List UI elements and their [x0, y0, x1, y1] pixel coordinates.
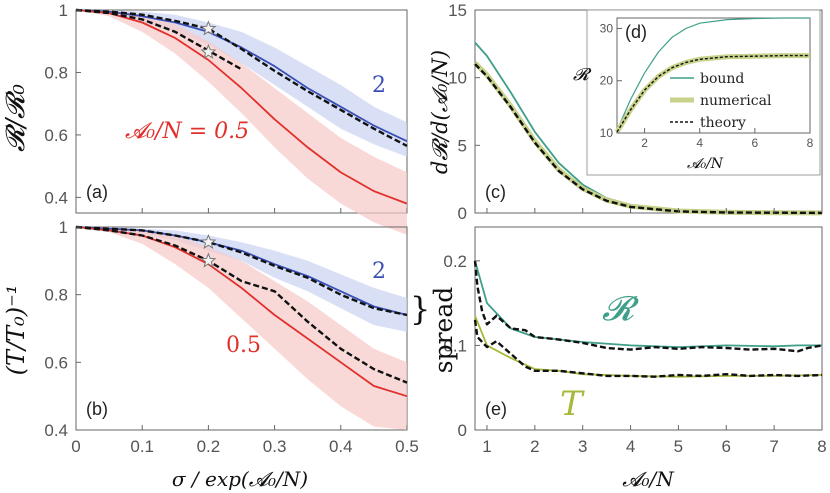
- panel-e-annotation-T: T: [560, 384, 585, 424]
- series-line-theory-3: [75, 8, 243, 71]
- series-line-theory-2: [473, 260, 823, 353]
- legend-label-theory: theory: [700, 115, 746, 131]
- legend-label-numerical: numerical: [700, 93, 772, 109]
- legend-label-bound: bound: [700, 71, 744, 87]
- panel-d-inset: 30 20 10 2 4 6 8 bound numerical theory: [586, 9, 821, 176]
- star-marker-1: [200, 252, 217, 268]
- panel-a-annotation-05: 𝓐₀/N = 0.5: [125, 119, 249, 144]
- y-tick-label: 0.8: [44, 286, 68, 305]
- panel-d-label: (d): [625, 22, 647, 42]
- series-line-data-2: [474, 63, 823, 215]
- y-tick-label: 5: [458, 136, 467, 155]
- panel-c-label: (c): [485, 182, 506, 202]
- y-tick-label: 0.1: [443, 336, 467, 355]
- y-tick-label: 0.2: [443, 252, 467, 271]
- x-tick-label: 5: [674, 437, 683, 456]
- y-tick-label: 0.8: [44, 63, 68, 82]
- y-tick-label: 0.6: [44, 126, 68, 145]
- x-tick-label: 6: [722, 437, 731, 456]
- x-tick-label: 0.2: [197, 437, 221, 456]
- spread-band-0.5: [76, 10, 407, 235]
- panel-e-label: (e): [485, 399, 507, 419]
- panel-b-xlabel: σ / exp(𝓐₀/N): [172, 467, 308, 491]
- panel-d-ylabel: 𝓡: [573, 65, 592, 85]
- panel-b-ylabel: (T/T₀)⁻¹: [2, 285, 30, 376]
- panel-a: 1 0.8 0.6 0.4: [44, 1, 408, 235]
- panel-b-annotation-05: 0.5: [226, 333, 261, 358]
- star-marker-1: [200, 43, 217, 59]
- spread-band-2: [76, 10, 407, 157]
- panel-a-ylabel: 𝓡/𝓡₀: [1, 84, 31, 152]
- series-line-data-0: [616, 17, 810, 131]
- y-tick-label: 0: [458, 204, 467, 223]
- series-line-theory-2: [75, 225, 408, 317]
- x-tick-label: 0.1: [130, 437, 154, 456]
- x-tick-label: 0.5: [395, 437, 419, 456]
- y-tick-label: 15: [448, 1, 467, 20]
- x-tick-label: 4: [696, 136, 703, 150]
- spread-brace: }: [410, 290, 430, 328]
- panel-d-xlabel: 𝓐₀/N: [687, 156, 724, 172]
- panel-a-label: (a): [86, 182, 108, 202]
- panel-b-label: (b): [86, 399, 108, 419]
- y-tick-label: 0.4: [44, 421, 68, 440]
- spread-band-0.5: [76, 227, 407, 430]
- x-tick-label: 4: [626, 437, 635, 456]
- y-tick-label: 1: [59, 218, 68, 237]
- spread-band-2: [76, 227, 407, 332]
- panel-frame: [75, 9, 408, 214]
- y-tick-label: 10: [448, 69, 467, 88]
- series-line-numerical-1: [75, 9, 408, 205]
- x-tick-label: 0: [71, 437, 80, 456]
- panel-c: 0 5 10 15: [448, 1, 823, 223]
- x-tick-label: 6: [752, 136, 759, 150]
- panel-a-annotation-2: 2: [372, 73, 386, 98]
- x-tick-label: 0.3: [263, 437, 287, 456]
- panel-b-annotation-2: 2: [372, 259, 386, 284]
- star-marker-0: [200, 233, 217, 250]
- x-tick-label: 1: [482, 437, 491, 456]
- panel-c-ylabel: d𝓡/d(𝓐₀/N): [428, 50, 452, 174]
- x-tick-label: 3: [578, 437, 587, 456]
- y-tick-label: 0.6: [44, 353, 68, 372]
- x-tick-label: 8: [817, 437, 826, 456]
- x-tick-label: 0.4: [329, 437, 353, 456]
- panel-e-annotation-R: 𝓡: [602, 289, 640, 329]
- series-line-data-0: [474, 260, 822, 348]
- series-line-theory-3: [473, 319, 823, 378]
- panel-e-xlabel: 𝓐₀/N: [622, 467, 675, 491]
- panel-e-ylabel: spread: [429, 287, 458, 374]
- y-tick-label: 10: [600, 126, 614, 140]
- x-tick-label: 7: [769, 437, 778, 456]
- panel-frame: [474, 226, 823, 431]
- y-tick-label: 0: [458, 421, 467, 440]
- x-tick-label: 8: [807, 136, 814, 150]
- x-tick-label: 2: [641, 136, 648, 150]
- panel-frame: [616, 17, 811, 134]
- y-tick-label: 1: [59, 1, 68, 20]
- series-line-data-2: [616, 54, 810, 133]
- inset-background: [586, 9, 821, 176]
- series-line-theory-3: [75, 225, 408, 384]
- panel-b: 10.80.60.40 0.1 0.2 0.3 0.4 0.5: [44, 218, 418, 456]
- x-tick-label: 2: [530, 437, 539, 456]
- y-tick-label: 0.4: [44, 188, 68, 207]
- star-marker-0: [200, 20, 217, 36]
- y-tick-label: 30: [600, 21, 614, 35]
- panel-e: 0 0.1 0.2 1 2 3 4 5 6 7 8: [443, 226, 827, 456]
- y-tick-label: 20: [600, 74, 614, 88]
- series-line-theory-2: [75, 8, 408, 147]
